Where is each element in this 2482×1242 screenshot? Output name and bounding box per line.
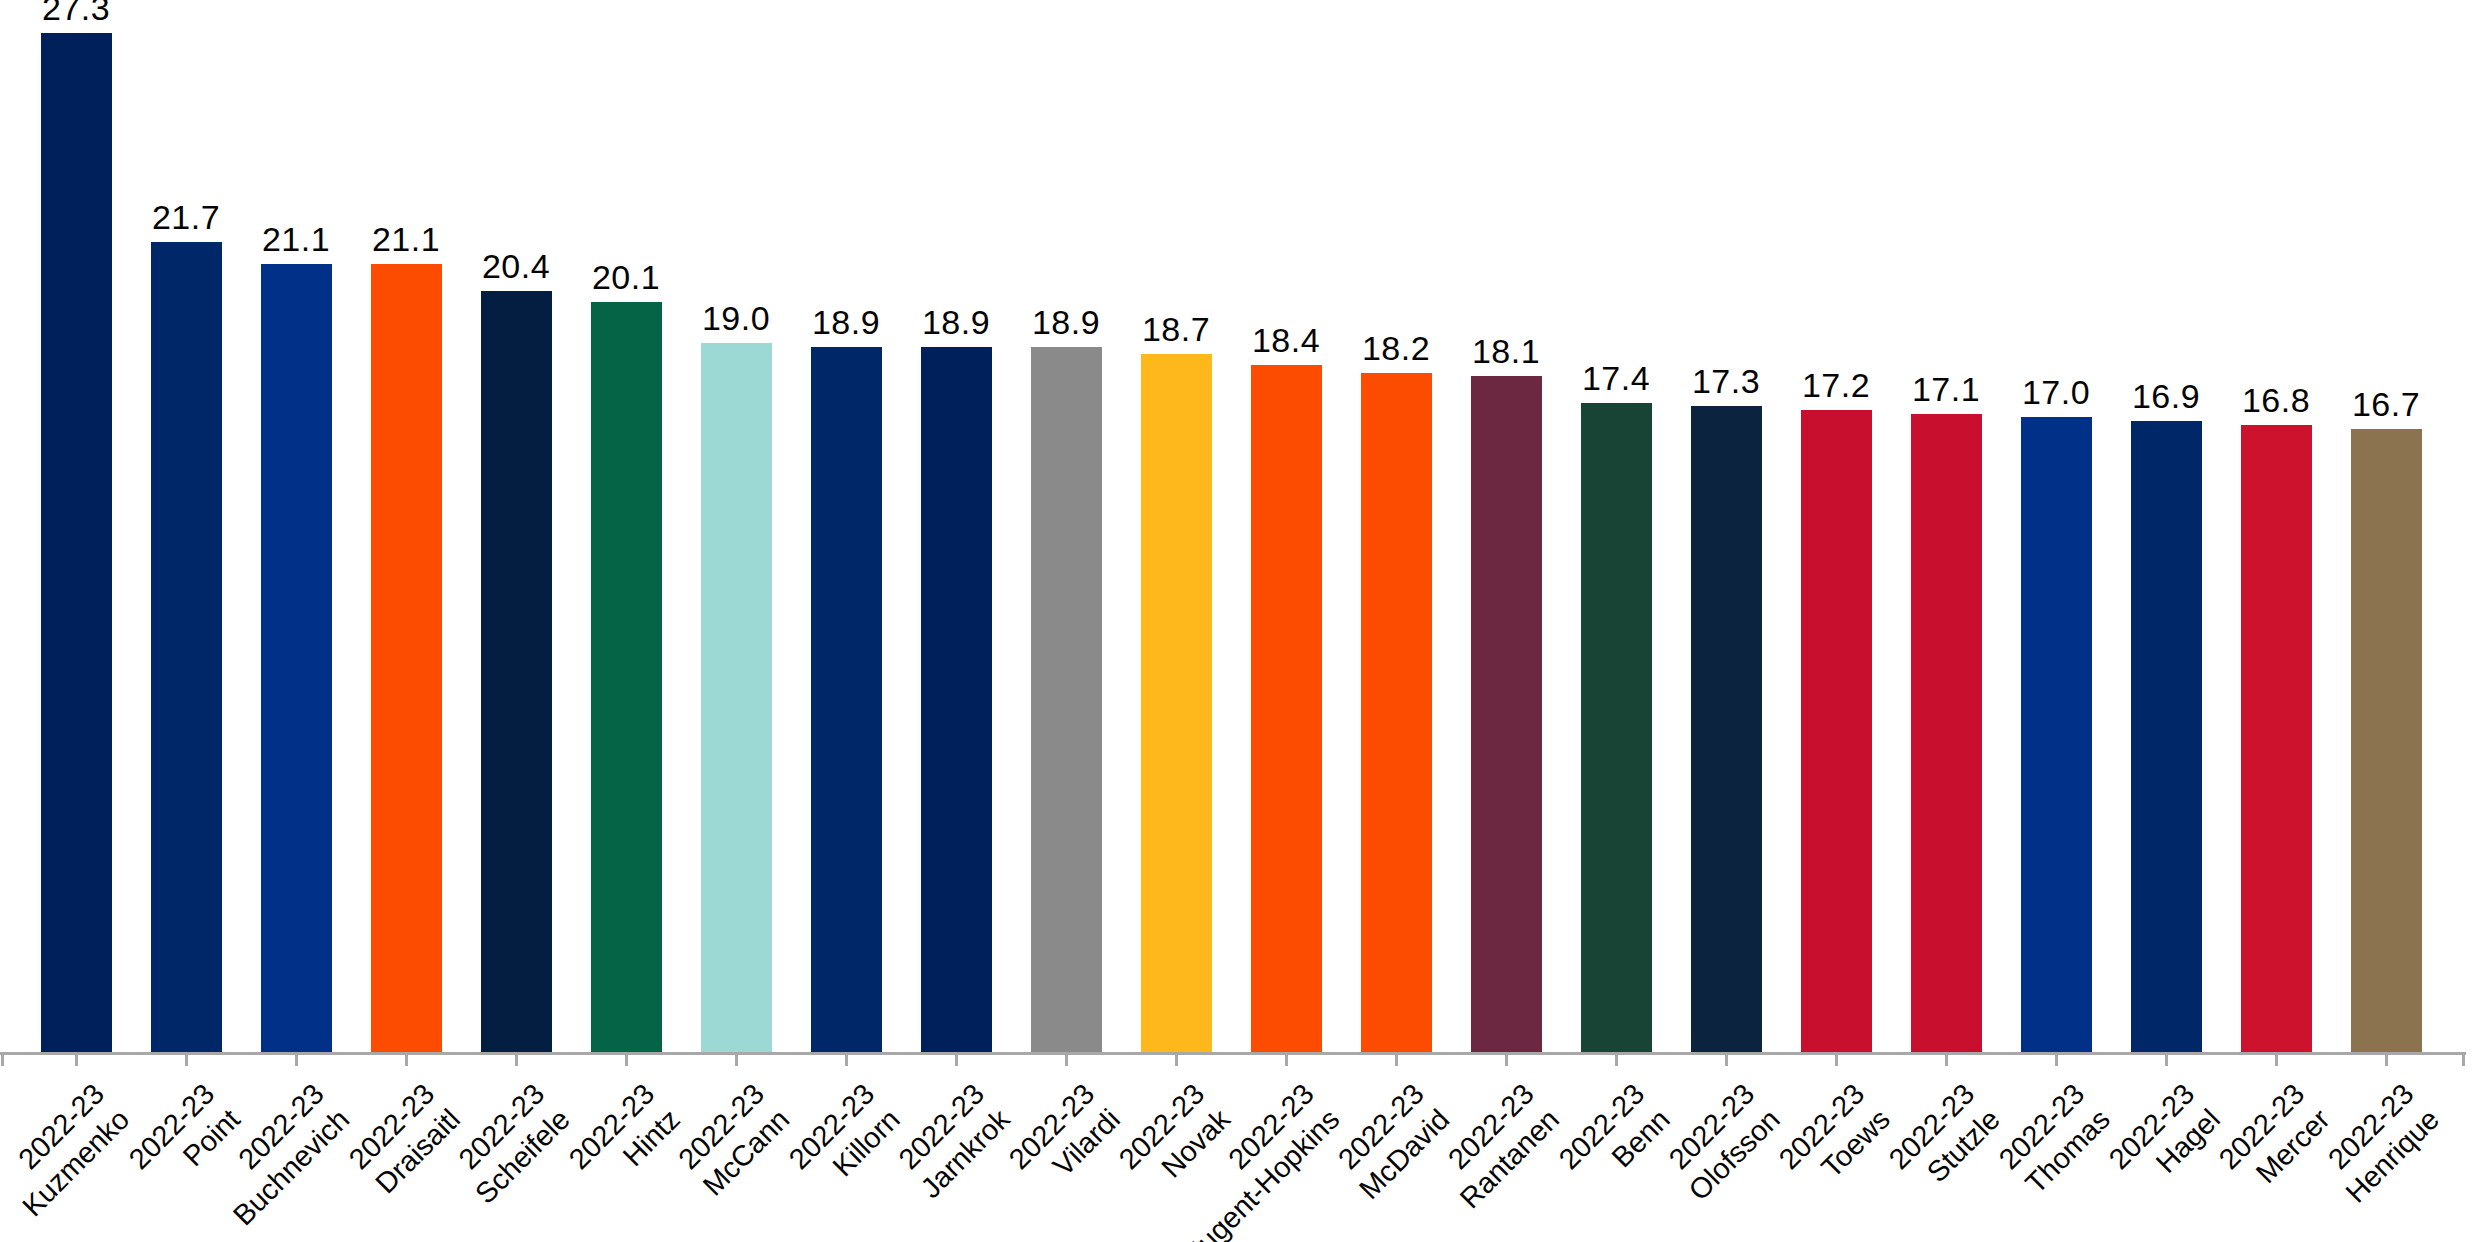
- x-axis-label: 2022-23Thomas: [1991, 1076, 2117, 1202]
- bar-kuzmenko[interactable]: [41, 33, 112, 1052]
- x-axis-end-tick: [1, 1053, 4, 1066]
- x-axis-label: 2022-23Draisaitl: [341, 1076, 467, 1202]
- bar-stutzle[interactable]: [1911, 414, 1982, 1052]
- x-axis-tick: [185, 1053, 188, 1066]
- x-axis-end-tick: [2462, 1053, 2465, 1066]
- x-axis-label: 2022-23Kuzmenko: [0, 1076, 137, 1224]
- x-axis-tick: [1945, 1053, 1948, 1066]
- x-axis-label: 2022-23McDavid: [1326, 1076, 1457, 1207]
- bar-killorn[interactable]: [811, 347, 882, 1052]
- x-axis-tick: [515, 1053, 518, 1066]
- x-axis-tick: [2165, 1053, 2168, 1066]
- x-axis-tick: [1285, 1053, 1288, 1066]
- x-axis-tick: [1725, 1053, 1728, 1066]
- x-axis-label: 2022-23Scheifele: [442, 1076, 577, 1211]
- x-axis-label: 2022-23Rantanen: [1427, 1076, 1567, 1216]
- bar-draisaitl[interactable]: [371, 264, 442, 1052]
- x-axis-tick: [1835, 1053, 1838, 1066]
- bar-benn[interactable]: [1581, 403, 1652, 1052]
- bar-vilardi[interactable]: [1031, 347, 1102, 1052]
- bar-value-label: 20.1: [556, 258, 696, 297]
- bar-nugent-hopkins[interactable]: [1251, 365, 1322, 1052]
- x-axis-tick: [735, 1053, 738, 1066]
- x-axis-label: 2022-23Hintz: [561, 1076, 687, 1202]
- x-axis-tick: [2055, 1053, 2058, 1066]
- x-axis-label: 2022-23McCann: [670, 1076, 797, 1203]
- bar-chart: 27.32022-23Kuzmenko21.72022-23Point21.12…: [0, 0, 2482, 1242]
- bar-mercer[interactable]: [2241, 425, 2312, 1052]
- bar-value-label: 27.3: [6, 0, 146, 28]
- bar-jarnkrok[interactable]: [921, 347, 992, 1052]
- x-axis-tick: [845, 1053, 848, 1066]
- bar-henrique[interactable]: [2351, 429, 2422, 1052]
- x-axis-label: 2022-23Henrique: [2313, 1076, 2447, 1210]
- bar-novak[interactable]: [1141, 354, 1212, 1052]
- x-axis-label: 2022-23Buchnevich: [200, 1076, 357, 1233]
- x-axis-tick: [2275, 1053, 2278, 1066]
- x-axis-label: 2022-23Mercer: [2211, 1076, 2337, 1202]
- x-axis-tick: [1175, 1053, 1178, 1066]
- bar-point[interactable]: [151, 242, 222, 1052]
- x-axis-tick: [295, 1053, 298, 1066]
- x-axis-label: 2022-23Olofsson: [1655, 1076, 1787, 1208]
- x-axis-tick: [955, 1053, 958, 1066]
- x-axis-tick: [1395, 1053, 1398, 1066]
- bar-value-label: 16.7: [2316, 385, 2456, 424]
- x-axis-line: [0, 1052, 2466, 1055]
- x-axis-label: 2022-23Killorn: [781, 1076, 907, 1202]
- bar-buchnevich[interactable]: [261, 264, 332, 1052]
- x-axis-tick: [75, 1053, 78, 1066]
- x-axis-label: 2022-23Jarnkrok: [887, 1076, 1017, 1206]
- bar-olofsson[interactable]: [1691, 406, 1762, 1052]
- bar-mcdavid[interactable]: [1361, 373, 1432, 1052]
- bar-toews[interactable]: [1801, 410, 1872, 1052]
- x-axis-label: 2022-23Hagel: [2101, 1076, 2227, 1202]
- bar-rantanen[interactable]: [1471, 376, 1542, 1052]
- x-axis-tick: [405, 1053, 408, 1066]
- bar-scheifele[interactable]: [481, 291, 552, 1052]
- x-axis-label: 2022-23Benn: [1551, 1076, 1677, 1202]
- bar-hagel[interactable]: [2131, 421, 2202, 1052]
- x-axis-label: 2022-23Vilardi: [1001, 1076, 1127, 1202]
- bar-hintz[interactable]: [591, 302, 662, 1052]
- x-axis-tick: [1065, 1053, 1068, 1066]
- x-axis-tick: [2385, 1053, 2388, 1066]
- bar-thomas[interactable]: [2021, 417, 2092, 1052]
- x-axis-label: 2022-23Stutzle: [1881, 1076, 2007, 1202]
- x-axis-tick: [1505, 1053, 1508, 1066]
- x-axis-label: 2022-23Toews: [1771, 1076, 1897, 1202]
- x-axis-tick: [625, 1053, 628, 1066]
- x-axis-tick: [1615, 1053, 1618, 1066]
- bar-mccann[interactable]: [701, 343, 772, 1052]
